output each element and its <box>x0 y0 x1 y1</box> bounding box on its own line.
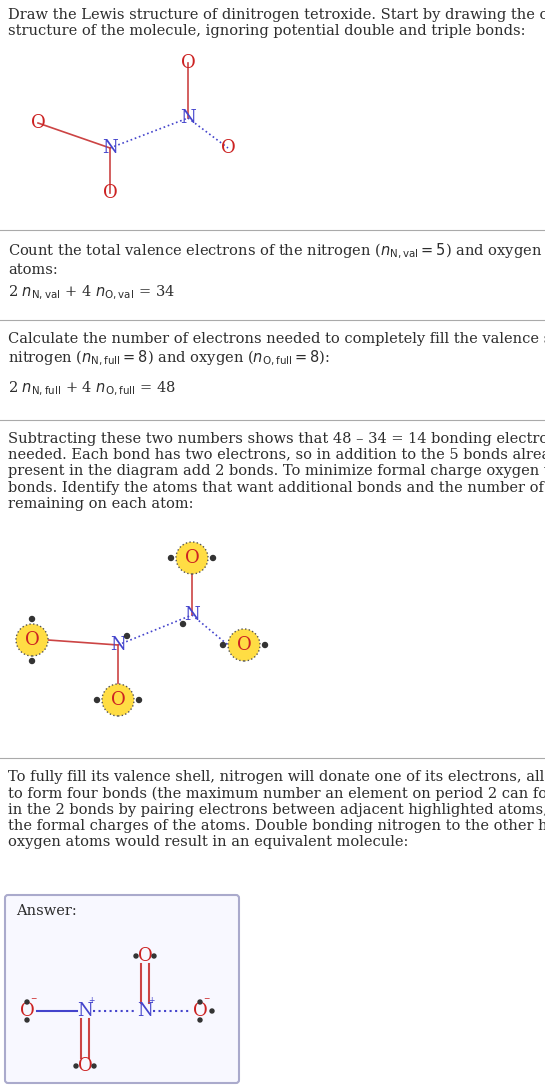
Circle shape <box>263 643 268 648</box>
Text: $^-$: $^-$ <box>29 996 39 1006</box>
Text: O: O <box>25 631 39 649</box>
Text: O: O <box>221 139 235 157</box>
Text: O: O <box>180 54 195 72</box>
Circle shape <box>136 697 142 702</box>
Text: 2 $n_{\mathrm{N,val}}$ + 4 $n_{\mathrm{O,val}}$ = 34: 2 $n_{\mathrm{N,val}}$ + 4 $n_{\mathrm{O… <box>8 284 175 303</box>
Circle shape <box>74 1064 78 1068</box>
Text: O: O <box>102 184 117 201</box>
Circle shape <box>29 616 34 622</box>
Circle shape <box>124 634 130 638</box>
Circle shape <box>176 542 208 574</box>
Circle shape <box>16 624 48 656</box>
Text: O: O <box>111 692 125 709</box>
Circle shape <box>25 1018 29 1021</box>
Circle shape <box>198 1018 202 1021</box>
Circle shape <box>198 1000 202 1004</box>
Circle shape <box>102 684 134 715</box>
Text: $^+$: $^+$ <box>147 996 156 1006</box>
Text: Count the total valence electrons of the nitrogen ($n_{\mathrm{N,val}}=5$) and o: Count the total valence electrons of the… <box>8 242 545 278</box>
Text: N: N <box>110 636 126 654</box>
Circle shape <box>210 555 215 561</box>
Circle shape <box>221 643 226 648</box>
Text: O: O <box>31 114 45 132</box>
Text: N: N <box>137 1002 153 1020</box>
Circle shape <box>168 555 173 561</box>
Text: Calculate the number of electrons needed to completely fill the valence shells f: Calculate the number of electrons needed… <box>8 332 545 368</box>
Text: Answer:: Answer: <box>16 904 77 918</box>
Text: O: O <box>192 1002 208 1020</box>
Text: O: O <box>20 1002 34 1020</box>
Circle shape <box>152 954 156 958</box>
Circle shape <box>180 622 185 626</box>
Text: O: O <box>237 636 251 654</box>
Text: N: N <box>102 139 118 157</box>
Text: N: N <box>180 109 196 127</box>
Circle shape <box>94 697 100 702</box>
Circle shape <box>25 1000 29 1004</box>
Text: N: N <box>184 605 200 624</box>
Text: $^-$: $^-$ <box>202 996 211 1006</box>
Text: 2 $n_{\mathrm{N,full}}$ + 4 $n_{\mathrm{O,full}}$ = 48: 2 $n_{\mathrm{N,full}}$ + 4 $n_{\mathrm{… <box>8 380 176 399</box>
Text: $^+$: $^+$ <box>87 996 96 1006</box>
Text: O: O <box>138 947 153 965</box>
Text: O: O <box>185 549 199 567</box>
Circle shape <box>228 629 260 661</box>
Text: Subtracting these two numbers shows that 48 – 34 = 14 bonding electrons are
need: Subtracting these two numbers shows that… <box>8 432 545 511</box>
Circle shape <box>210 1010 214 1013</box>
Text: O: O <box>77 1057 92 1075</box>
Text: To fully fill its valence shell, nitrogen will donate one of its electrons, allo: To fully fill its valence shell, nitroge… <box>8 770 545 849</box>
FancyBboxPatch shape <box>5 895 239 1082</box>
Circle shape <box>92 1064 96 1068</box>
Circle shape <box>29 659 34 663</box>
Text: N: N <box>77 1002 93 1020</box>
Circle shape <box>134 954 138 958</box>
Text: Draw the Lewis structure of dinitrogen tetroxide. Start by drawing the overall
s: Draw the Lewis structure of dinitrogen t… <box>8 8 545 38</box>
